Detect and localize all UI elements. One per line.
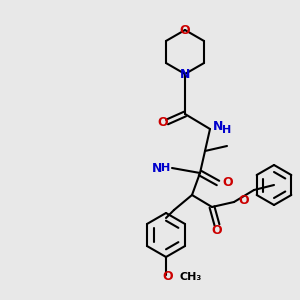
Text: O: O [158,116,168,128]
Text: H: H [161,163,170,173]
Text: CH₃: CH₃ [180,272,202,282]
Text: O: O [180,23,190,37]
Text: N: N [152,161,162,175]
Text: O: O [212,224,222,236]
Text: O: O [222,176,232,190]
Text: N: N [180,68,190,80]
Text: H: H [222,125,231,135]
Text: O: O [238,194,249,208]
Text: O: O [163,271,173,284]
Text: N: N [213,121,224,134]
